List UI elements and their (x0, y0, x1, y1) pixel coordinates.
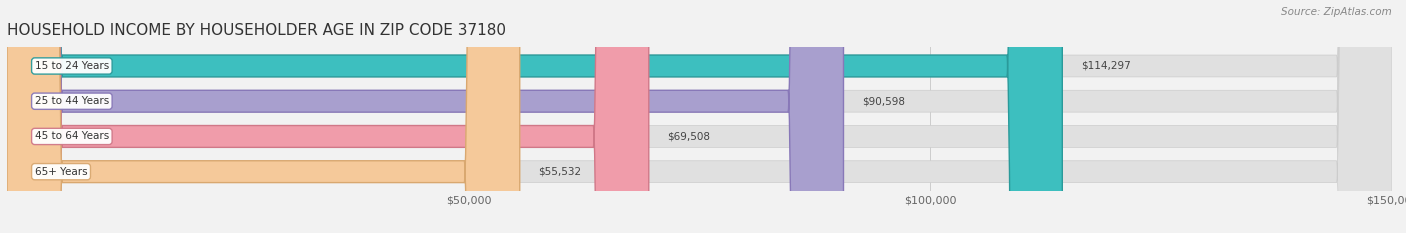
FancyBboxPatch shape (7, 0, 1392, 233)
FancyBboxPatch shape (7, 0, 648, 233)
Text: $55,532: $55,532 (538, 167, 581, 177)
Text: 15 to 24 Years: 15 to 24 Years (35, 61, 110, 71)
Text: $114,297: $114,297 (1081, 61, 1130, 71)
FancyBboxPatch shape (7, 0, 520, 233)
FancyBboxPatch shape (7, 0, 1392, 233)
Text: HOUSEHOLD INCOME BY HOUSEHOLDER AGE IN ZIP CODE 37180: HOUSEHOLD INCOME BY HOUSEHOLDER AGE IN Z… (7, 24, 506, 38)
Text: 25 to 44 Years: 25 to 44 Years (35, 96, 110, 106)
FancyBboxPatch shape (7, 0, 844, 233)
Text: 65+ Years: 65+ Years (35, 167, 87, 177)
Text: Source: ZipAtlas.com: Source: ZipAtlas.com (1281, 7, 1392, 17)
Text: 45 to 64 Years: 45 to 64 Years (35, 131, 110, 141)
FancyBboxPatch shape (7, 0, 1392, 233)
Text: $69,508: $69,508 (668, 131, 710, 141)
FancyBboxPatch shape (7, 0, 1063, 233)
Text: $90,598: $90,598 (862, 96, 905, 106)
FancyBboxPatch shape (7, 0, 1392, 233)
